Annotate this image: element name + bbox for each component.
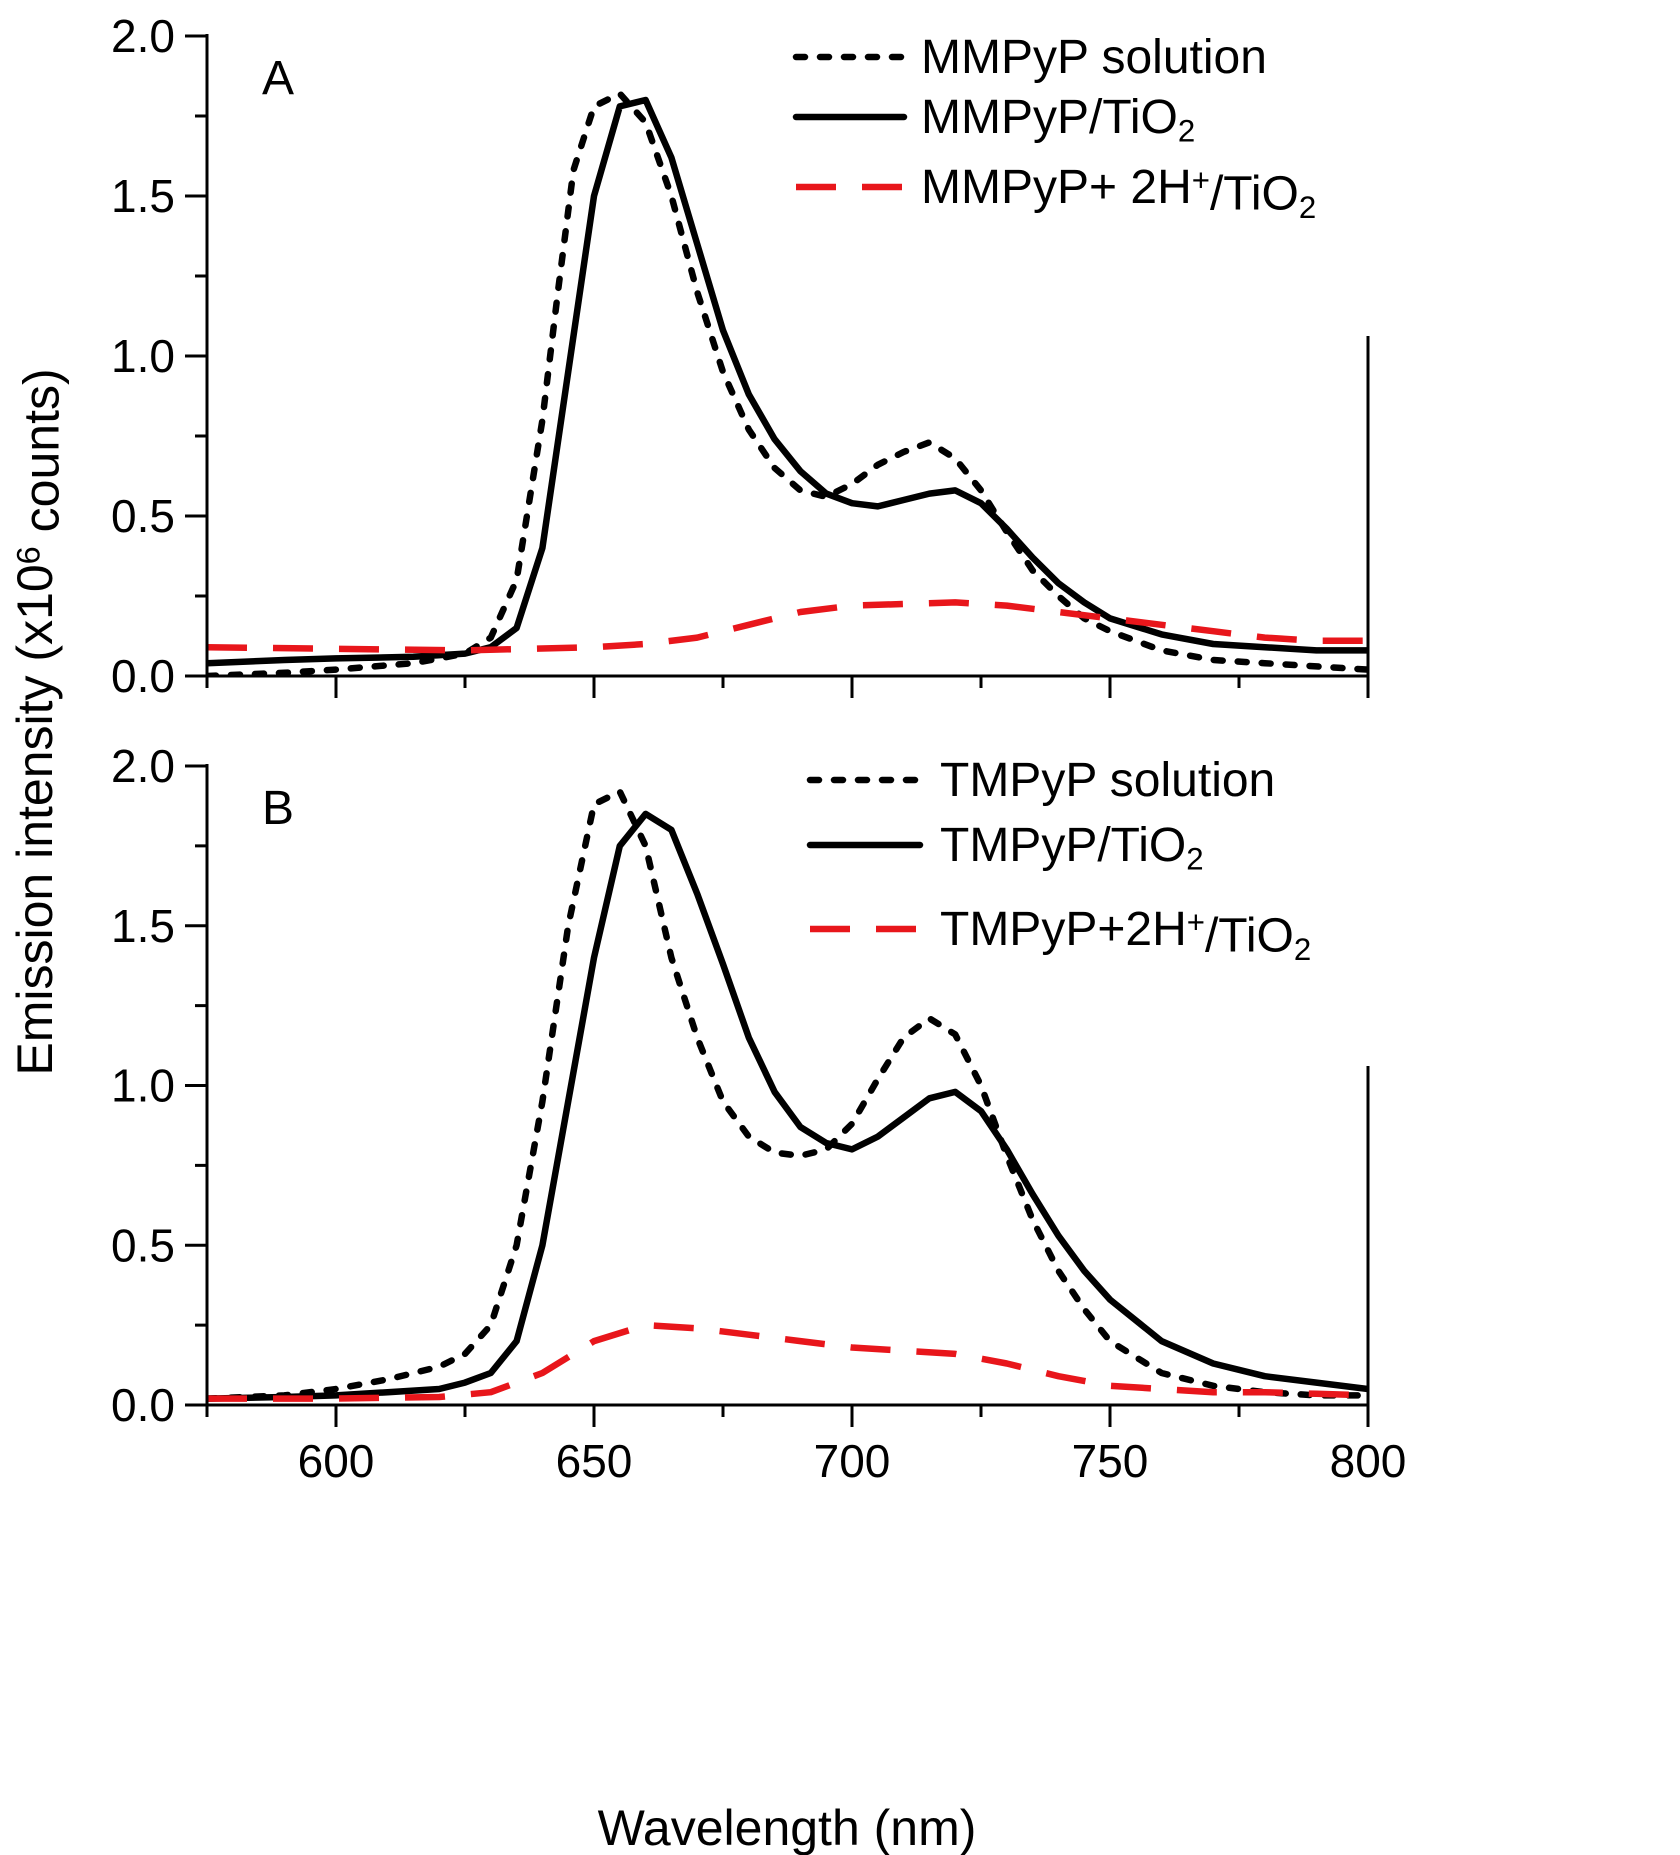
panel-label: B <box>262 782 294 835</box>
y-tick-label: 2.0 <box>111 740 175 792</box>
x-tick-label: 650 <box>556 1435 633 1487</box>
x-axis-title: Wavelength (nm) <box>598 1800 977 1855</box>
y-tick-label: 1.5 <box>111 900 175 952</box>
series-line-solid <box>207 810 1368 1402</box>
legend-label: MMPyP solution <box>921 31 1267 84</box>
series-line-solid <box>207 96 1368 667</box>
y-tick-label: 0.0 <box>111 1379 175 1431</box>
legend-label: MMPyP/TiO2 <box>921 91 1195 149</box>
legend-label: TMPyP solution <box>940 754 1275 807</box>
panel-label: A <box>262 52 294 105</box>
legend-label: TMPyP/TiO2 <box>940 819 1204 877</box>
x-tick-label: 800 <box>1330 1435 1407 1487</box>
series-line-dashed <box>207 599 1368 654</box>
y-tick-label: 1.0 <box>111 1060 175 1112</box>
chart-panel-A: 0.0 0.5 1.0 1.5 2.0 A MMPyP solution MMPyP/TiO2… <box>111 10 1370 702</box>
series-line-dashed <box>207 1321 1368 1402</box>
x-tick-label: 750 <box>1072 1435 1149 1487</box>
legend: MMPyP solution MMPyP/TiO2 MMPyP+ 2H+/TiO2 <box>792 31 1316 225</box>
y-tick-label: 0.0 <box>111 650 175 702</box>
x-tick-label: 700 <box>814 1435 891 1487</box>
chart-panel-B: 0.0 0.5 1.0 1.5 2.0 600 650 700 750 800 B TMPyP sol… <box>111 740 1406 1487</box>
x-tick-label: 600 <box>298 1435 375 1487</box>
y-axis-title: Emission intensity (x106 counts) <box>7 368 70 1075</box>
y-tick-label: 0.5 <box>111 490 175 542</box>
series-line-dotted <box>207 90 1368 676</box>
y-tick-label: 0.5 <box>111 1219 175 1271</box>
y-tick-label: 2.0 <box>111 10 175 62</box>
legend-label: MMPyP+ 2H+/TiO2 <box>921 161 1316 225</box>
y-tick-label: 1.0 <box>111 330 175 382</box>
legend-label: TMPyP+2H+/TiO2 <box>940 903 1311 967</box>
legend: TMPyP solution TMPyP/TiO2 TMPyP+2H+/TiO2 <box>806 754 1311 967</box>
series-line-dotted <box>207 788 1368 1402</box>
y-tick-label: 1.5 <box>111 170 175 222</box>
